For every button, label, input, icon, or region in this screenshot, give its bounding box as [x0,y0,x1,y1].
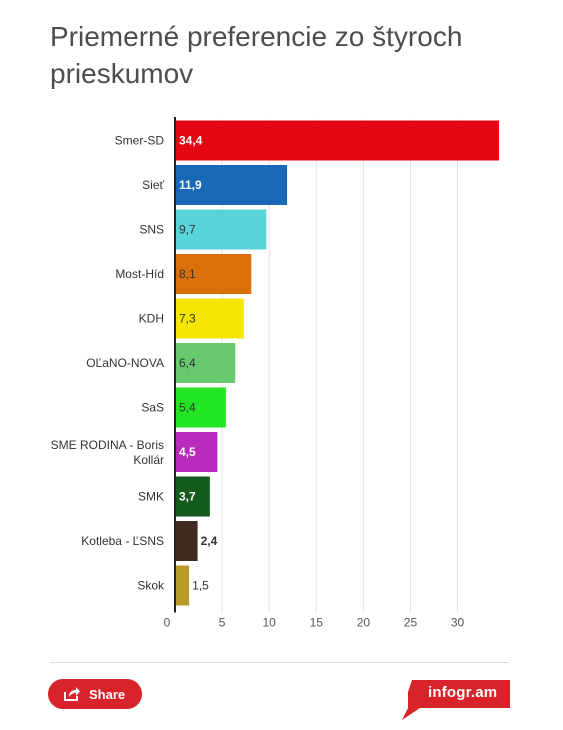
bar [175,565,190,606]
bar-chart: 0 5 10 15 20 25 30 Smer-SD 34,4 Sieť 11,9 SNS 9,7 Mos… [51,117,499,630]
category-label: SNS [139,223,164,237]
x-tick-label: 5 [219,616,226,630]
x-tick-label: 25 [404,616,418,630]
category-label: SMK [138,490,164,504]
category-label: Sieť [142,178,164,192]
category-label: SaS [141,401,164,415]
x-tick-label: 10 [263,616,277,630]
category-label: SME RODINA - Boris Kollár [51,438,164,467]
value-label: 1,5 [192,579,209,593]
category-label: OĽaNO-NOVA [86,356,164,370]
bar [175,120,499,161]
value-label: 4,5 [179,445,196,459]
bar [175,165,288,205]
footer-divider [50,662,509,663]
value-label: 7,3 [179,312,196,326]
value-label: 6,4 [179,356,196,370]
chart-title: Priemerné preferencie zo štyroch priesku… [50,21,463,89]
category-label: Most-Híd [115,267,164,281]
brand-label: infogr.am [428,684,498,701]
value-label: 9,7 [179,223,196,237]
value-label: 8,1 [179,267,196,281]
infogram-logo[interactable] [400,678,510,720]
value-label: 11,9 [179,178,202,192]
bar [175,521,198,561]
value-label: 34,4 [179,134,203,148]
value-label: 5,4 [179,401,196,415]
category-label: Skok [137,579,165,593]
bar [175,387,226,428]
bar [175,343,236,383]
category-label: Smer-SD [115,134,165,148]
category-label: Kotleba - ĽSNS [81,534,164,548]
share-button[interactable]: Share [48,679,142,709]
value-label: 3,7 [179,490,196,504]
x-tick-label: 0 [164,616,171,630]
x-tick-label: 15 [310,616,324,630]
x-tick-label: 30 [451,616,465,630]
x-tick-label: 20 [357,616,371,630]
bar [175,298,244,339]
share-label: Share [89,686,126,702]
category-label: KDH [139,312,164,326]
bar [175,254,252,294]
bar [175,209,267,250]
value-label: 2,4 [201,534,218,548]
bar [175,432,218,472]
bar [175,476,210,517]
share-icon [64,687,80,701]
